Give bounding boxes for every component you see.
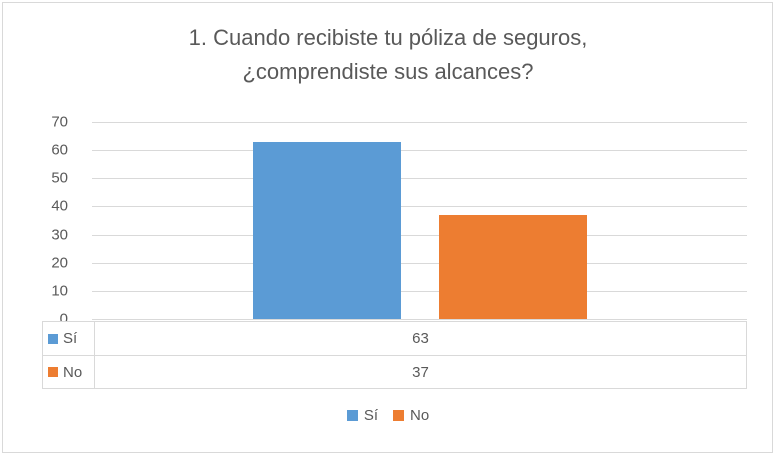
gridline <box>92 234 747 236</box>
no-legend-key-icon <box>393 409 404 421</box>
legend-label-no: No <box>410 406 430 424</box>
data-table: Sí 63 No 37 <box>42 321 747 389</box>
y-axis-tick-label: 50 <box>51 169 68 187</box>
chart-title-line-1: 1. Cuando recibiste tu póliza de seguros… <box>188 25 588 50</box>
chart-legend: Sí No <box>0 404 776 426</box>
no-color-key-icon <box>48 367 58 377</box>
table-value-cell-si: 63 <box>412 330 429 347</box>
chart-title-line-2: ¿comprendiste sus alcances? <box>242 59 534 84</box>
legend-item-si: Sí <box>346 406 378 424</box>
legend-label-si: Sí <box>363 406 378 424</box>
gridline <box>92 262 747 264</box>
y-axis-tick-label: 0 <box>59 310 68 328</box>
bar-no <box>438 214 587 319</box>
gridline <box>92 122 747 123</box>
table-label-cell-si: Sí <box>43 322 95 355</box>
table-label-cell-no: No <box>43 356 95 388</box>
bar-s <box>252 141 401 319</box>
table-series-label: No <box>63 363 83 381</box>
table-series-label: Sí <box>63 330 78 347</box>
y-axis: 0 10 20 30 40 50 60 70 <box>0 114 80 328</box>
gridline <box>92 178 747 180</box>
y-axis-tick-label: 10 <box>51 282 68 300</box>
y-axis-tick-label: 70 <box>51 113 68 131</box>
y-axis-tick-label: 40 <box>51 197 68 215</box>
gridline <box>92 206 747 208</box>
y-axis-tick-label: 60 <box>51 141 68 159</box>
gridline <box>92 319 747 320</box>
si-color-key-icon <box>48 333 58 344</box>
table-value-cell-no: 37 <box>412 363 429 381</box>
gridline <box>92 150 747 152</box>
legend-item-no: No <box>393 407 429 424</box>
gridline <box>92 290 747 292</box>
chart-title: 1. Cuando recibiste tu póliza de seguros… <box>40 21 736 89</box>
plot-area <box>92 122 747 320</box>
si-legend-key-icon <box>346 409 358 421</box>
table-row: No 37 <box>43 355 746 388</box>
y-axis-tick-label: 30 <box>51 226 68 244</box>
y-axis-tick-label: 20 <box>51 254 68 272</box>
table-row: Sí 63 <box>43 322 746 355</box>
